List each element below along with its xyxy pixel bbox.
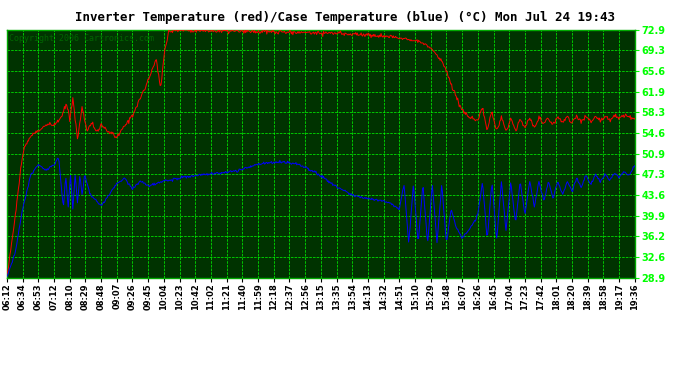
Text: Copyright 2006 Cartronics.com: Copyright 2006 Cartronics.com bbox=[9, 34, 154, 43]
Text: Inverter Temperature (red)/Case Temperature (blue) (°C) Mon Jul 24 19:43: Inverter Temperature (red)/Case Temperat… bbox=[75, 11, 615, 24]
